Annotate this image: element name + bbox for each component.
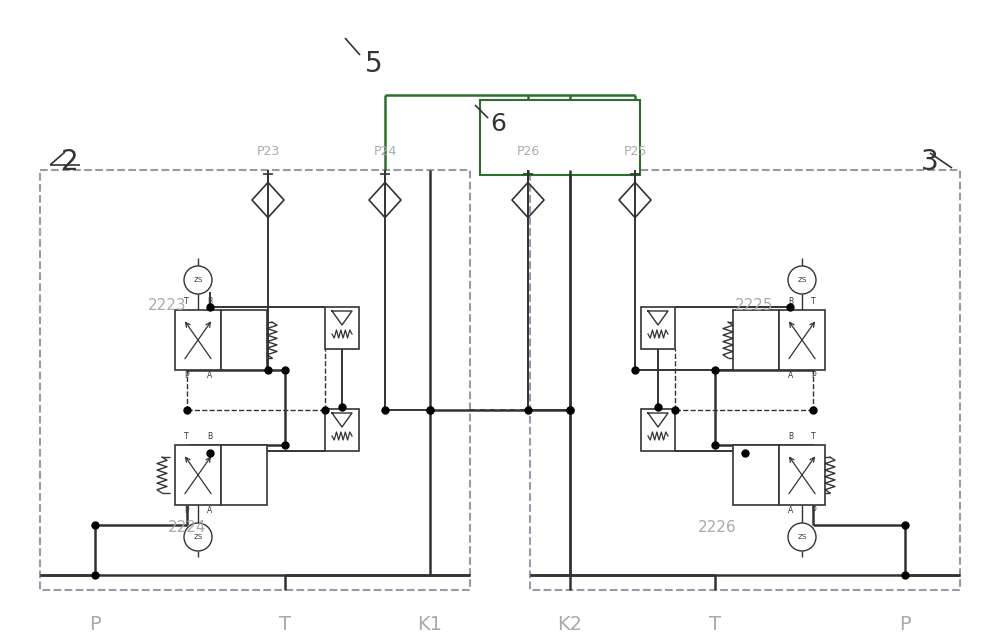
Text: 2224: 2224	[168, 520, 207, 535]
Text: T: T	[184, 432, 189, 441]
Text: 2223: 2223	[148, 298, 187, 313]
Text: B: B	[207, 297, 212, 306]
Bar	[325, 409, 359, 451]
Text: T: T	[709, 616, 721, 634]
Circle shape	[184, 523, 212, 551]
Bar	[530, 170, 960, 590]
Text: P26: P26	[516, 145, 540, 158]
Text: B: B	[788, 432, 793, 441]
Text: B: B	[207, 432, 212, 441]
Text: P: P	[89, 616, 101, 634]
Circle shape	[788, 523, 816, 551]
Text: T: T	[811, 297, 816, 306]
Text: 2: 2	[61, 148, 79, 176]
Text: P23: P23	[256, 145, 280, 158]
Bar	[779, 445, 825, 505]
Text: A: A	[788, 506, 793, 515]
Bar	[175, 310, 221, 370]
Bar	[221, 310, 267, 370]
Bar	[733, 310, 779, 370]
Text: 3: 3	[921, 148, 939, 176]
Bar	[480, 100, 640, 175]
Text: K1: K1	[418, 616, 442, 634]
Bar	[175, 445, 221, 505]
Text: P: P	[811, 506, 816, 515]
Text: K2: K2	[558, 616, 582, 634]
Text: T: T	[184, 297, 189, 306]
Bar	[733, 445, 779, 505]
Text: A: A	[207, 506, 212, 515]
Bar	[325, 307, 359, 349]
Bar	[779, 310, 825, 370]
Text: 6: 6	[490, 112, 506, 136]
Text: 5: 5	[365, 50, 383, 78]
Text: P24: P24	[373, 145, 397, 158]
Text: 2225: 2225	[735, 298, 774, 313]
Text: A: A	[207, 371, 212, 380]
Text: P: P	[899, 616, 911, 634]
Text: B: B	[788, 297, 793, 306]
Text: P25: P25	[623, 145, 647, 158]
Text: P: P	[811, 371, 816, 380]
Text: ZS: ZS	[797, 534, 807, 540]
Circle shape	[788, 266, 816, 294]
Text: ZS: ZS	[797, 277, 807, 283]
Circle shape	[184, 266, 212, 294]
Text: T: T	[811, 432, 816, 441]
Text: ZS: ZS	[193, 534, 203, 540]
Text: P: P	[184, 371, 189, 380]
Bar	[40, 170, 470, 590]
Text: 2226: 2226	[698, 520, 737, 535]
Bar	[641, 307, 675, 349]
Bar	[221, 445, 267, 505]
Text: A: A	[788, 371, 793, 380]
Text: T: T	[279, 616, 291, 634]
Bar	[641, 409, 675, 451]
Text: P: P	[184, 506, 189, 515]
Text: ZS: ZS	[193, 277, 203, 283]
